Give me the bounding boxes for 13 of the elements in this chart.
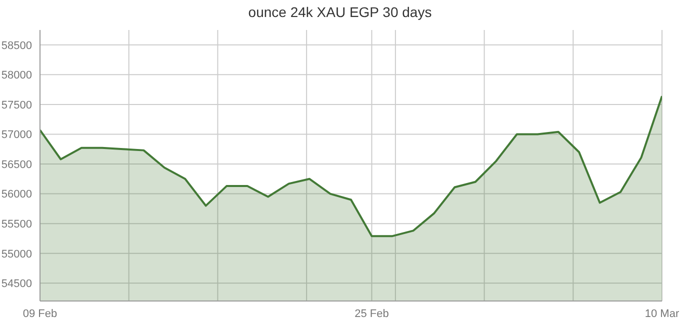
x-tick-label: 25 Feb	[354, 308, 389, 320]
y-tick-label: 56000	[1, 188, 32, 201]
y-tick-label: 57500	[1, 99, 32, 112]
y-tick-label: 58000	[1, 70, 32, 82]
y-tick-label: 55500	[1, 218, 32, 230]
y-tick-label: 58500	[1, 40, 32, 52]
y-tick-label: 56500	[1, 158, 32, 171]
y-tick-label: 55000	[1, 248, 32, 260]
chart-title: ounce 24k XAU EGP 30 days	[247, 3, 433, 22]
x-tick-label: 10 Mar	[644, 308, 680, 320]
x-tick-label: 09 Feb	[22, 308, 58, 320]
y-tick-label: 57000	[1, 129, 32, 142]
y-tick-label: 54500	[1, 278, 32, 290]
